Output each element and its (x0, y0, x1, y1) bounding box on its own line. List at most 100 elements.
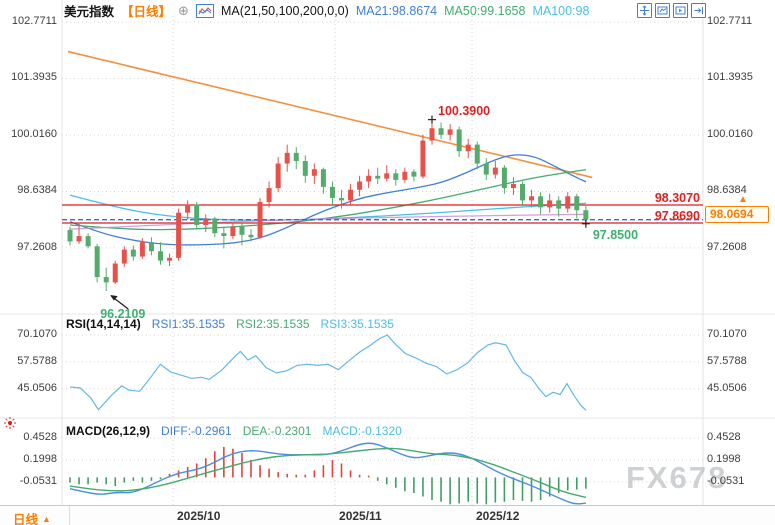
macd-hist-value: MACD:-0.1320 (322, 424, 402, 438)
candle (94, 243, 100, 283)
candle (402, 167, 408, 183)
candle (456, 126, 462, 157)
candle (529, 189, 535, 208)
add-indicator-icon[interactable]: ⊕ (178, 3, 189, 18)
candle (420, 134, 426, 179)
candle (121, 246, 127, 267)
chart-toolbar (637, 3, 706, 18)
step-forward-icon[interactable] (673, 3, 688, 18)
candle (275, 156, 281, 193)
candle (185, 200, 191, 220)
x-axis-date: 2025/12 (476, 509, 520, 523)
candle (501, 165, 507, 194)
period-tab[interactable]: 日线 ▲ (13, 509, 51, 525)
tab-expand-arrow-icon[interactable]: ▲ (42, 513, 51, 524)
candle (221, 226, 227, 249)
candle (547, 193, 553, 213)
ma-line-ma200 (69, 213, 587, 230)
candle (574, 193, 580, 219)
rsi-title[interactable]: RSI(14,14,14) (66, 317, 141, 331)
candle (429, 119, 435, 145)
macd-title[interactable]: MACD(26,12,9) (66, 424, 151, 438)
candle (257, 197, 263, 239)
candle (148, 237, 154, 256)
panel-borders (0, 0, 775, 505)
ma-line-ma21 (69, 154, 587, 246)
candle (311, 163, 317, 184)
candle (393, 169, 399, 186)
gridlines (62, 16, 703, 505)
candle (339, 189, 344, 209)
candle (538, 192, 544, 215)
candle (130, 245, 136, 261)
rsi3-value: RSI3:35.1535 (320, 317, 394, 331)
candle (293, 147, 299, 170)
jump-to-latest-icon[interactable] (691, 3, 706, 18)
candle (474, 141, 480, 170)
x-axis-date: 2025/11 (339, 509, 382, 523)
macd-header: MACD(26,12,9) DIFF:-0.2961 DEA:-0.2301 M… (66, 424, 402, 438)
indicator-settings-icon[interactable] (3, 416, 17, 430)
candle (266, 181, 272, 208)
trendline (67, 50, 593, 179)
candle (230, 222, 236, 239)
symbol-name: 美元指数 (64, 5, 115, 19)
ma-line-ma100 (69, 194, 587, 221)
candle (248, 229, 254, 242)
candle (212, 216, 218, 238)
candle (520, 181, 525, 207)
candle (85, 233, 91, 249)
x-axis-date: 2025/10 (176, 509, 221, 523)
candle (366, 169, 372, 189)
candle (203, 214, 209, 232)
watermark: FX678 (626, 460, 728, 495)
rsi1-value: RSI1:35.1535 (151, 317, 226, 331)
ma50-value: MA50:99.1658 (444, 3, 526, 18)
candle (139, 238, 145, 259)
candle (76, 222, 82, 244)
candle (565, 192, 571, 213)
candle (158, 242, 163, 265)
candle (447, 124, 453, 141)
candle (465, 138, 471, 159)
main-chart-header: 美元指数 【日线】 ⊕ MA(21,50,100,200,0,0) MA21:9… (64, 1, 589, 20)
candle (320, 167, 326, 194)
ma-line-ma50 (69, 168, 587, 231)
candle (112, 260, 118, 285)
candle (348, 183, 354, 205)
macd-dea-value: DEA:-0.2301 (242, 424, 312, 438)
candle (67, 226, 73, 246)
zoom-fit-range-icon[interactable] (655, 3, 670, 18)
rsi-line (69, 334, 587, 411)
candle (411, 169, 417, 182)
candlestick-series (67, 119, 589, 291)
candle (438, 122, 444, 139)
candle (167, 253, 173, 266)
candle (239, 223, 245, 246)
annotation-markers (110, 115, 590, 310)
candle (284, 144, 290, 172)
candle (510, 177, 516, 196)
period-label[interactable]: 【日线】 (121, 5, 172, 19)
horizontal-levels (62, 204, 703, 224)
candle (384, 165, 390, 182)
pan-crosshair-icon[interactable] (637, 3, 652, 18)
candle (329, 181, 335, 207)
period-tab-label: 日线 (13, 513, 39, 525)
candle (375, 167, 381, 184)
rsi-header: RSI(14,14,14) RSI1:35.1535 RSI2:35.1535 … (66, 317, 394, 331)
candle (194, 202, 200, 230)
candle (302, 155, 308, 183)
indicator-chart-icon[interactable] (195, 3, 214, 18)
candle (483, 158, 489, 180)
macd-diff-line (69, 442, 587, 505)
macd-diff-value: DIFF:-0.2961 (161, 424, 232, 438)
ma100-value: MA100:98 (532, 3, 590, 18)
bottom-bar: 日线 ▲ 2025/10 2025/11 2025/12 (0, 505, 775, 525)
ma-settings-label[interactable]: MA(21,50,100,200,0,0) (220, 3, 349, 18)
candle (492, 161, 498, 179)
candle (357, 175, 363, 197)
ma21-value: MA21:98.8674 (355, 3, 438, 18)
